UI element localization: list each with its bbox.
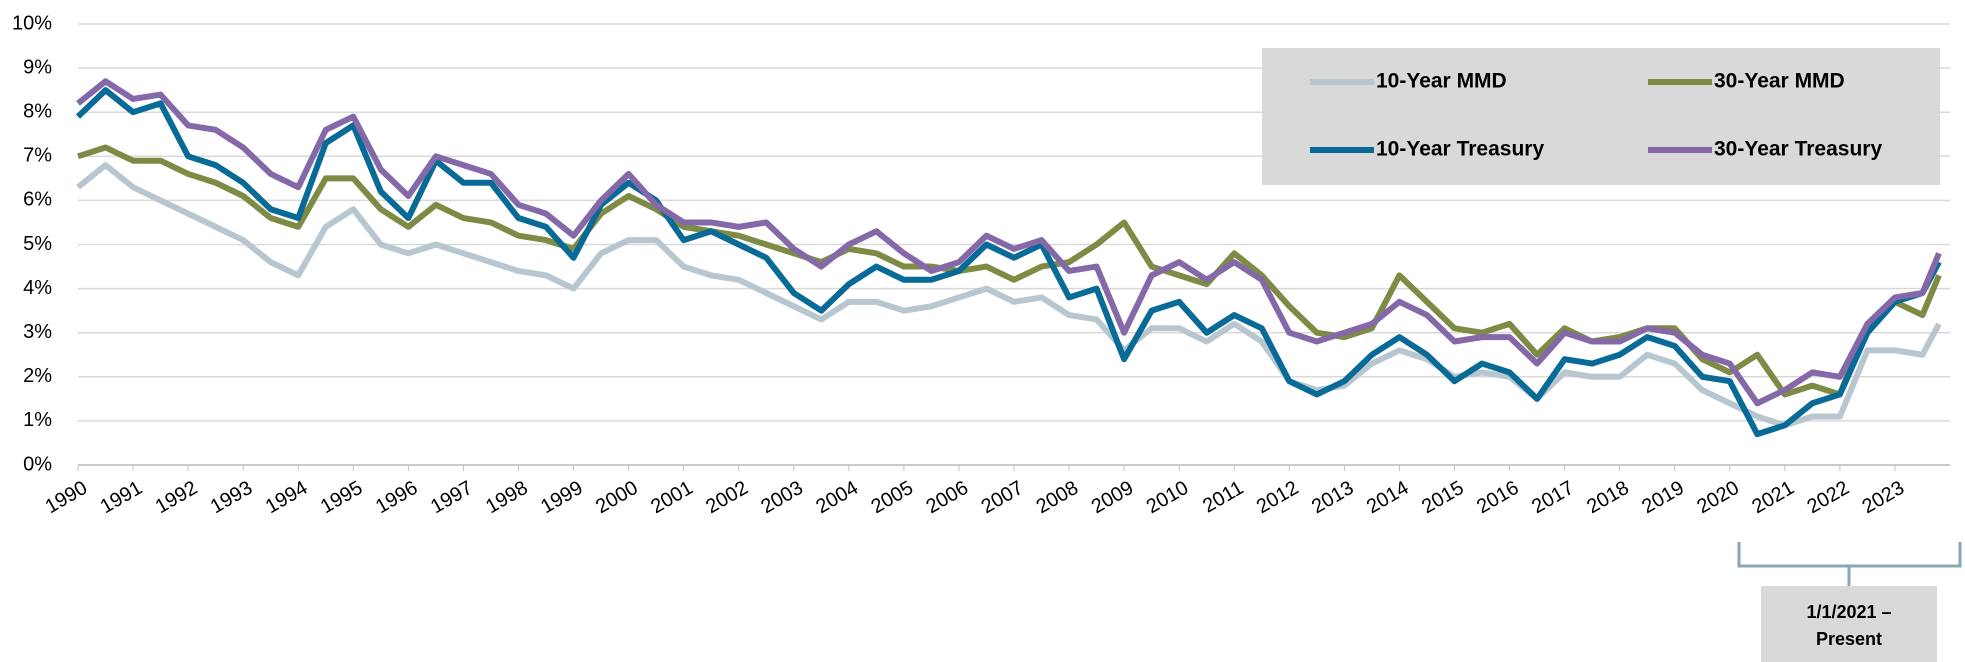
annotation-box <box>1761 586 1937 662</box>
y-tick-label: 3% <box>23 321 52 343</box>
y-tick-label: 9% <box>23 56 52 78</box>
y-tick-label: 6% <box>23 189 52 211</box>
x-tick-label: 2015 <box>1418 477 1468 518</box>
x-tick-label: 2012 <box>1253 477 1303 518</box>
x-tick-label: 1994 <box>262 477 312 518</box>
x-tick-label: 2010 <box>1143 477 1193 518</box>
x-tick-label: 2003 <box>757 477 807 518</box>
x-tick-label: 2021 <box>1748 477 1798 518</box>
x-tick-label: 1995 <box>317 477 367 518</box>
x-tick-label: 2006 <box>923 477 973 518</box>
x-tick-label: 1999 <box>537 477 587 518</box>
x-tick-label: 2016 <box>1473 477 1523 518</box>
x-tick-label: 2002 <box>702 477 752 518</box>
x-tick-label: 1997 <box>427 477 477 518</box>
x-tick-label: 2007 <box>978 477 1028 518</box>
x-tick-label: 2013 <box>1308 477 1358 518</box>
x-tick-label: 2023 <box>1859 477 1909 518</box>
x-tick-label: 2018 <box>1583 477 1633 518</box>
x-tick-label: 2009 <box>1088 477 1138 518</box>
series-line <box>75 87 1942 438</box>
x-tick-label: 2011 <box>1199 477 1247 518</box>
plot: 0%1%2%3%4%5%6%7%8%9%10%1990 1991 1992 1993 1… <box>12 12 1950 518</box>
annotation-text: Present <box>1816 629 1882 649</box>
x-tick-label: 2001 <box>647 477 697 518</box>
x-tick-label: 2004 <box>812 477 862 518</box>
x-tick-label: 2005 <box>867 477 917 518</box>
x-tick-label: 1991 <box>97 477 147 518</box>
x-tick-label: 1990 <box>42 477 92 518</box>
y-tick-label: 1% <box>23 409 52 431</box>
x-tick-label: 1998 <box>482 477 532 518</box>
y-tick-label: 8% <box>23 100 52 122</box>
y-tick-label: 4% <box>23 277 52 299</box>
legend-label: 30-Year Treasury <box>1714 138 1882 161</box>
series-line <box>76 78 1942 407</box>
x-tick-label: 1993 <box>207 477 257 518</box>
y-tick-label: 0% <box>23 453 52 475</box>
y-tick-label: 10% <box>12 12 52 34</box>
x-tick-label: 2019 <box>1638 477 1688 518</box>
x-tick-label: 2008 <box>1033 477 1083 518</box>
y-tick-label: 7% <box>23 145 52 167</box>
y-tick-label: 5% <box>23 233 52 255</box>
x-tick-label: 1996 <box>372 477 422 518</box>
annotation-text: 1/1/2021 – <box>1806 602 1891 622</box>
x-tick-label: 1992 <box>152 477 202 518</box>
y-tick-label: 2% <box>23 365 52 387</box>
legend-label: 10-Year Treasury <box>1376 138 1544 161</box>
annotation-bracket <box>1737 542 1962 586</box>
legend-label: 10-Year MMD <box>1376 70 1507 93</box>
legend-box <box>1262 48 1940 185</box>
legend: 10-Year MMD 30-Year MMD 10-Year Treasury 30… <box>1262 48 1940 185</box>
x-tick-label: 2017 <box>1528 477 1578 518</box>
x-tick-label: 2000 <box>592 477 642 518</box>
series-line <box>76 162 1942 429</box>
x-tick-label: 2014 <box>1363 477 1413 518</box>
x-tick-label: 2022 <box>1803 477 1853 518</box>
x-tick-label: 2020 <box>1693 477 1743 518</box>
legend-label: 30-Year MMD <box>1714 70 1845 93</box>
